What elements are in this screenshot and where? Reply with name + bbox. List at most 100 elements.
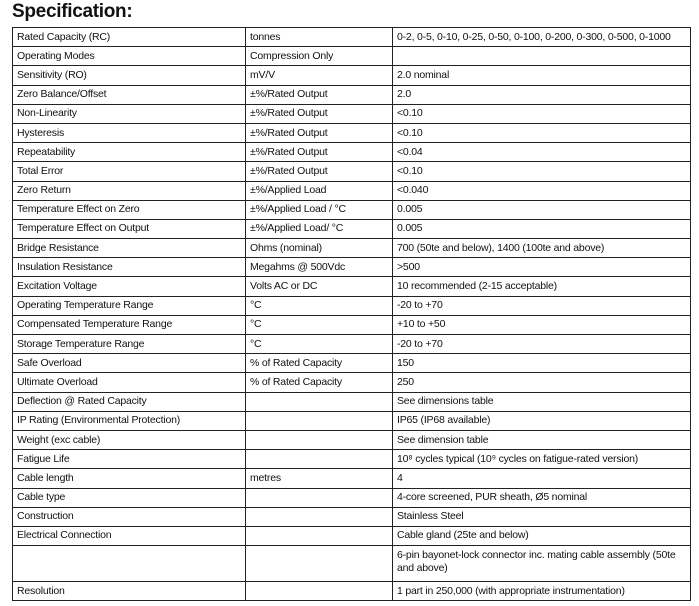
spec-unit: Ohms (nominal) (245, 238, 393, 259)
table-row: Deflection @ Rated Capacity See dimension… (12, 391, 691, 412)
spec-parameter: Non-Linearity (12, 103, 246, 124)
spec-parameter: Operating Modes (12, 46, 246, 67)
spec-parameter: Deflection @ Rated Capacity (12, 391, 246, 412)
table-row: IP Rating (Environmental Protection) IP65… (12, 410, 691, 431)
spec-value: See dimension table (392, 429, 691, 451)
spec-parameter: Rated Capacity (RC) (12, 26, 246, 48)
spec-parameter: Sensitivity (RO) (12, 65, 246, 86)
table-row: Weight (exc cable) See dimension table (12, 429, 691, 451)
spec-value: 0.005 (392, 218, 691, 240)
spec-value: -20 to +70 (392, 295, 691, 316)
spec-unit (245, 391, 393, 412)
spec-parameter: Bridge Resistance (12, 238, 246, 259)
spec-parameter: Storage Temperature Range (12, 333, 246, 355)
spec-unit (245, 506, 393, 527)
spec-parameter: Temperature Effect on Output (12, 218, 246, 240)
spec-unit: ±%/Rated Output (245, 84, 393, 105)
spec-value: <0.10 (392, 122, 691, 144)
spec-value: 250 (392, 372, 691, 393)
spec-value: 2.0 (392, 84, 691, 105)
spec-parameter: IP Rating (Environmental Protection) (12, 410, 246, 431)
table-row: 6-pin bayonet-lock connector inc. mating… (12, 545, 691, 583)
table-row: Compensated Temperature Range °C +10 to +5… (12, 314, 691, 336)
spec-parameter: Operating Temperature Range (12, 295, 246, 316)
spec-unit (245, 410, 393, 431)
spec-value: 1 part in 250,000 (with appropriate inst… (392, 581, 691, 602)
table-row: Ultimate Overload% of Rated Capacity 250 (12, 372, 691, 393)
table-row: Operating Temperature Range °C -20 to +70 (12, 295, 691, 316)
spec-value (392, 46, 691, 67)
spec-value: Stainless Steel (392, 506, 691, 527)
spec-value: See dimensions table (392, 391, 691, 412)
table-row: Cable type 4-core screened, PUR sheath, Ø… (12, 487, 691, 508)
spec-unit: mV/V (245, 65, 393, 86)
spec-value: 4-core screened, PUR sheath, Ø5 nominal (392, 487, 691, 508)
table-row: Excitation Voltage Volts AC or DC 10 recom… (12, 276, 691, 297)
spec-value: +10 to +50 (392, 314, 691, 336)
spec-value: 10 recommended (2-15 acceptable) (392, 276, 691, 297)
spec-parameter: Compensated Temperature Range (12, 314, 246, 336)
table-row: Zero Return ±%/Applied Load <0.040 (12, 180, 691, 201)
specification-table: Rated Capacity (RC) tonnes 0-2, 0-5, 0-10,… (12, 26, 691, 602)
spec-unit: °C (245, 314, 393, 336)
spec-value: -20 to +70 (392, 333, 691, 355)
spec-unit: ±%/Applied Load (245, 180, 393, 201)
spec-value: <0.10 (392, 161, 691, 182)
table-row: Resolution 1 part in 250,000 (with approp… (12, 581, 691, 602)
spec-unit (245, 581, 393, 602)
table-row: Operating Modes Compression Only (12, 46, 691, 67)
table-row: Cable length metres 4 (12, 468, 691, 489)
spec-unit: Volts AC or DC (245, 276, 393, 297)
spec-value: <0.10 (392, 103, 691, 124)
spec-value: 0-2, 0-5, 0-10, 0-25, 0-50, 0-100, 0-200… (392, 26, 691, 48)
spec-value: 6-pin bayonet-lock connector inc. mating… (392, 545, 691, 583)
spec-parameter: Insulation Resistance (12, 257, 246, 278)
spec-parameter: Electrical Connection (12, 525, 246, 547)
table-row: Construction Stainless Steel (12, 506, 691, 527)
spec-unit: Compression Only (245, 46, 393, 67)
spec-value: 700 (50te and below), 1400 (100te and ab… (392, 238, 691, 259)
spec-parameter: Temperature Effect on Zero (12, 199, 246, 220)
spec-unit (245, 429, 393, 451)
spec-unit: tonnes (245, 26, 393, 48)
spec-parameter: Construction (12, 506, 246, 527)
spec-unit: % of Rated Capacity (245, 353, 393, 374)
table-row: Electrical Connection Cable gland (25te a… (12, 525, 691, 547)
spec-parameter: Zero Return (12, 180, 246, 201)
table-row: Zero Balance/Offset ±%/Rated Output 2.0 (12, 84, 691, 105)
spec-parameter: Cable length (12, 468, 246, 489)
spec-unit: °C (245, 333, 393, 355)
spec-parameter: Excitation Voltage (12, 276, 246, 297)
spec-value: 10⁸ cycles typical (10⁹ cycles on fatigu… (392, 449, 691, 470)
spec-unit (245, 525, 393, 547)
spec-unit: metres (245, 468, 393, 489)
table-row: Total Error ±%/Rated Output <0.10 (12, 161, 691, 182)
spec-unit: ±%/Rated Output (245, 122, 393, 144)
table-row: Rated Capacity (RC) tonnes 0-2, 0-5, 0-10,… (12, 26, 691, 48)
spec-value: 0.005 (392, 199, 691, 220)
spec-unit: ±%/Rated Output (245, 103, 393, 124)
table-row: Bridge Resistance Ohms (nominal) 700 (50te… (12, 238, 691, 259)
spec-value: IP65 (IP68 available) (392, 410, 691, 431)
table-row: Hysteresis ±%/Rated Output <0.10 (12, 122, 691, 144)
spec-unit: ±%/Rated Output (245, 161, 393, 182)
spec-unit (245, 545, 393, 583)
spec-unit: ±%/Rated Output (245, 142, 393, 163)
spec-parameter: Total Error (12, 161, 246, 182)
spec-parameter: Resolution (12, 581, 246, 602)
spec-value: <0.04 (392, 142, 691, 163)
spec-unit: ±%/Applied Load / °C (245, 199, 393, 220)
table-row: Temperature Effect on Zero ±%/Applied Loa… (12, 199, 691, 220)
table-row: Non-Linearity ±%/Rated Output <0.10 (12, 103, 691, 124)
table-row: Safe Overload% of Rated Capacity 150 (12, 353, 691, 374)
page-title: Specification: (12, 1, 133, 22)
spec-value: <0.040 (392, 180, 691, 201)
spec-unit: % of Rated Capacity (245, 372, 393, 393)
spec-value: 4 (392, 468, 691, 489)
spec-parameter: Ultimate Overload (12, 372, 246, 393)
spec-unit: Megahms @ 500Vdc (245, 257, 393, 278)
spec-value: >500 (392, 257, 691, 278)
spec-value: 2.0 nominal (392, 65, 691, 86)
table-row: Fatigue Life 10⁸ cycles typical (10⁹ cycl… (12, 449, 691, 470)
spec-unit: °C (245, 295, 393, 316)
